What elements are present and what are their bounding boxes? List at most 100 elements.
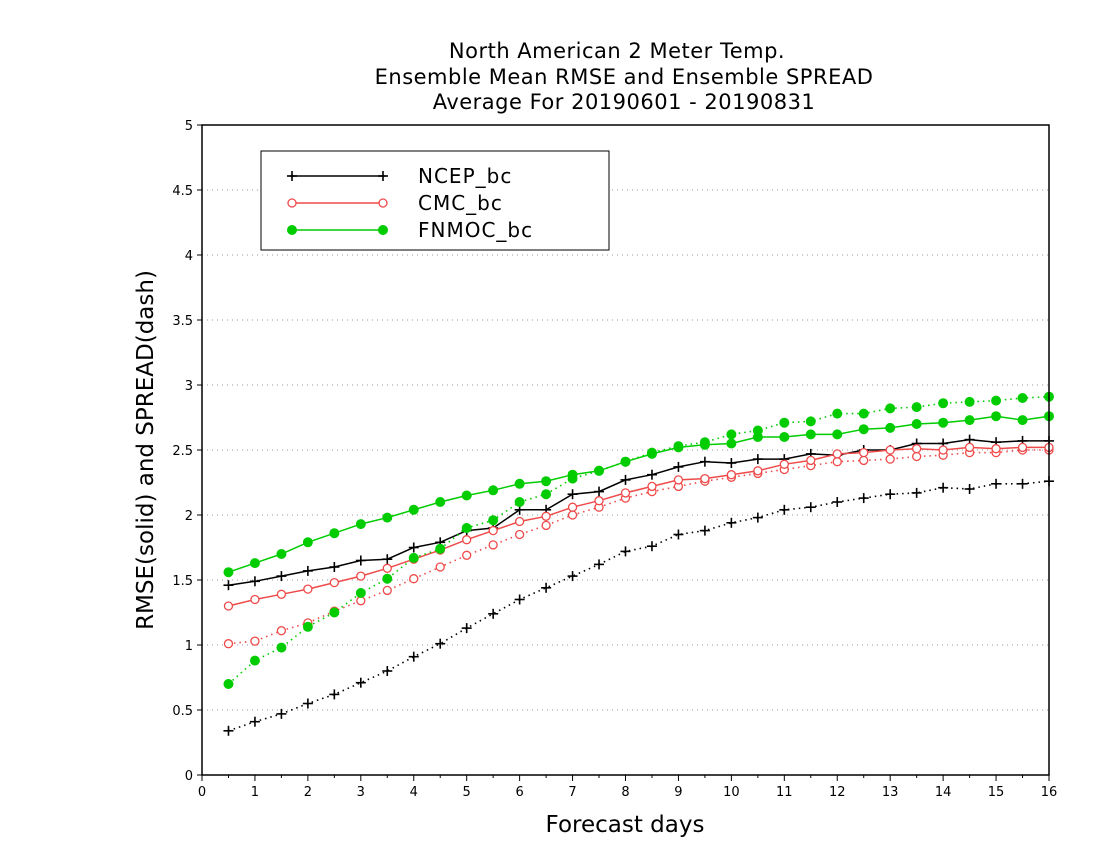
- legend: NCEP_bc CMC_bc FNMOC_bc: [260, 150, 610, 251]
- cmc-bc-spread-line: [228, 449, 1049, 645]
- cmc-bc-rmse-point: [806, 455, 816, 466]
- x-tick-label: 16: [1041, 785, 1058, 800]
- cmc-bc-rmse-point: [329, 577, 339, 588]
- cmc-bc-spread-point: [567, 510, 578, 520]
- cmc-bc-spread-point: [885, 454, 895, 464]
- fnmoc-bc-spread-point: [805, 416, 816, 427]
- x-tick-label: 8: [621, 785, 629, 800]
- ncep-bc-spread-point: [858, 493, 869, 504]
- fnmoc-bc-spread-point: [779, 417, 790, 428]
- ncep-bc-spread-point: [726, 517, 737, 528]
- ncep-bc-rmse-point: [408, 542, 419, 553]
- fnmoc-bc-rmse-point: [805, 429, 816, 440]
- fnmoc-bc-spread-point: [461, 523, 472, 533]
- ncep-bc-spread-point: [805, 502, 816, 513]
- fnmoc-bc-rmse-point: [991, 411, 1002, 422]
- cmc-bc-spread-point: [488, 540, 498, 550]
- cmc-bc-rmse-point: [885, 445, 895, 455]
- ncep-bc-spread-point: [699, 525, 710, 536]
- ncep-bc-spread-point: [461, 623, 472, 634]
- fnmoc-bc-spread-point: [832, 408, 843, 419]
- legend-marker: [378, 225, 388, 235]
- ncep-bc-spread-point: [594, 559, 605, 570]
- cmc-bc-rmse-series: [223, 442, 1054, 611]
- fnmoc-bc-spread-point: [276, 642, 287, 653]
- ncep-bc-spread-point: [832, 497, 843, 507]
- legend-box: [260, 150, 610, 251]
- y-tick-label: 2.5: [172, 444, 193, 459]
- cmc-bc-rmse-point: [700, 473, 710, 484]
- cmc-bc-rmse-point: [514, 516, 525, 527]
- ncep-bc-rmse-point: [276, 571, 287, 582]
- fnmoc-bc-rmse-point: [646, 448, 657, 459]
- fnmoc-bc-rmse-point: [567, 469, 578, 480]
- fnmoc-bc-spread-point: [964, 396, 975, 407]
- fnmoc-bc-rmse-point: [382, 512, 393, 523]
- fnmoc-bc-rmse-point: [673, 442, 684, 453]
- cmc-bc-spread-point: [276, 626, 287, 636]
- legend-marker: [287, 198, 297, 208]
- ncep-bc-spread-point: [435, 638, 446, 649]
- cmc-bc-spread-point: [462, 550, 472, 560]
- fnmoc-bc-rmse-point: [752, 432, 763, 442]
- fnmoc-bc-spread-point: [223, 679, 234, 689]
- y-axis: 0 0.5 1 1.5 2 2.5 3 3.5 4 4.5 5: [172, 119, 202, 784]
- fnmoc-bc-rmse-point: [699, 439, 710, 450]
- cmc-bc-rmse-point: [726, 470, 737, 480]
- fnmoc-bc-spread-point: [355, 588, 366, 598]
- ncep-bc-spread-point: [302, 698, 313, 709]
- ncep-bc-spread-point: [779, 504, 790, 515]
- ncep-bc-spread-point: [541, 582, 552, 593]
- cmc-bc-rmse-point: [488, 525, 498, 536]
- y-tick-label: 3.5: [172, 314, 193, 329]
- ncep-bc-rmse-point: [699, 456, 710, 467]
- ncep-bc-spread-point: [673, 529, 684, 540]
- fnmoc-bc-rmse-point: [832, 429, 843, 440]
- chart-title: North American 2 Meter Temp. Ensemble Me…: [375, 39, 874, 114]
- ncep-bc-spread-point: [885, 489, 896, 500]
- cmc-bc-rmse-point: [1017, 442, 1028, 453]
- x-tick-label: 10: [723, 785, 740, 800]
- fnmoc-bc-rmse-point: [911, 419, 922, 429]
- fnmoc-bc-spread-point: [938, 398, 949, 409]
- legend-marker: [287, 171, 297, 181]
- cmc-bc-rmse-point: [303, 584, 313, 594]
- ncep-bc-spread-point: [355, 677, 366, 688]
- cmc-bc-spread-point: [541, 520, 551, 531]
- fnmoc-bc-rmse-point: [408, 504, 419, 515]
- y-tick-label: 0.5: [172, 704, 193, 719]
- cmc-bc-spread-series: [223, 445, 1054, 649]
- fnmoc-bc-rmse-point: [885, 422, 896, 433]
- ncep-bc-spread-line: [228, 480, 1050, 732]
- cmc-bc-spread-point: [832, 457, 842, 467]
- cmc-bc-rmse-point: [594, 496, 604, 506]
- cmc-bc-spread-point: [514, 529, 525, 540]
- ncep-bc-rmse-point: [223, 580, 234, 591]
- ncep-bc-rmse-point: [673, 461, 684, 472]
- ncep-bc-spread-point: [329, 689, 340, 700]
- legend-label: FNMOC_bc: [418, 218, 533, 242]
- fnmoc-bc-rmse-point: [938, 417, 949, 428]
- ncep-bc-spread-point: [514, 594, 525, 605]
- cmc-bc-rmse-point: [276, 589, 287, 599]
- fnmoc-bc-rmse-point: [302, 537, 313, 548]
- x-tick-label: 14: [935, 785, 952, 800]
- ncep-bc-rmse-point: [620, 474, 631, 485]
- y-tick-label: 1: [185, 639, 193, 654]
- x-tick-label: 7: [568, 785, 576, 800]
- title-line-1: North American 2 Meter Temp.: [449, 39, 785, 63]
- ncep-bc-spread-point: [620, 546, 631, 557]
- title-line-2: Ensemble Mean RMSE and Ensemble SPREAD: [375, 65, 874, 89]
- fnmoc-bc-rmse-point: [355, 519, 366, 530]
- fnmoc-bc-rmse-series: [223, 411, 1054, 578]
- x-axis-label: Forecast days: [546, 812, 705, 838]
- cmc-bc-spread-point: [435, 562, 445, 572]
- cmc-bc-rmse-point: [912, 444, 922, 454]
- x-tick-label: 2: [304, 785, 312, 800]
- legend-label: CMC_bc: [418, 191, 503, 215]
- cmc-bc-rmse-point: [832, 449, 842, 459]
- x-tick-label: 9: [674, 785, 682, 800]
- fnmoc-bc-spread-point: [991, 395, 1002, 406]
- legend-item-fnmoc-bc: FNMOC_bc: [287, 218, 533, 242]
